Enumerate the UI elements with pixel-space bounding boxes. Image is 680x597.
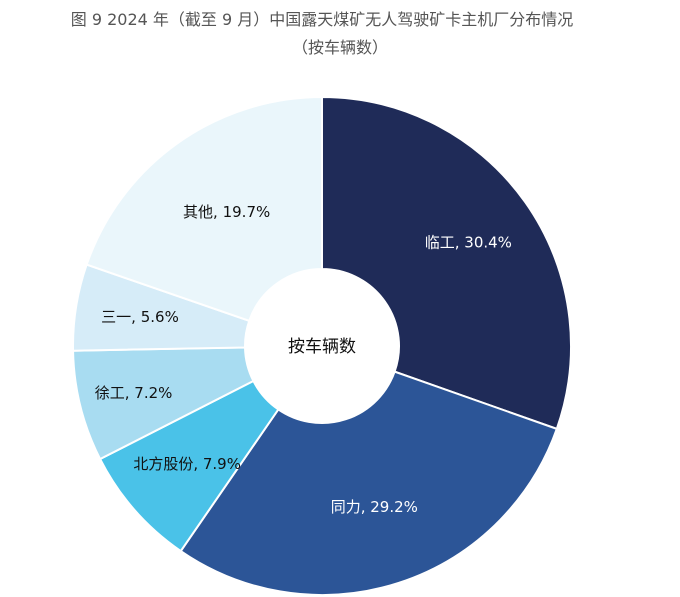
chart-title: 图 9 2024 年（截至 9 月）中国露天煤矿无人驾驶矿卡主机厂分布情况 bbox=[70, 10, 574, 29]
data-label: 同力, 29.2% bbox=[331, 498, 418, 516]
data-label: 徐工, 7.2% bbox=[95, 384, 173, 402]
data-label: 其他, 19.7% bbox=[183, 203, 270, 221]
chart-subtitle: （按车辆数） bbox=[291, 38, 388, 57]
slice-同力 bbox=[179, 370, 559, 596]
center-label: 按车辆数 bbox=[288, 337, 356, 357]
data-label: 北方股份, 7.9% bbox=[133, 455, 241, 473]
slice-临工 bbox=[321, 95, 572, 431]
data-label: 三一, 5.6% bbox=[101, 308, 179, 326]
slice-其他 bbox=[85, 95, 323, 323]
data-label: 临工, 30.4% bbox=[425, 233, 512, 251]
